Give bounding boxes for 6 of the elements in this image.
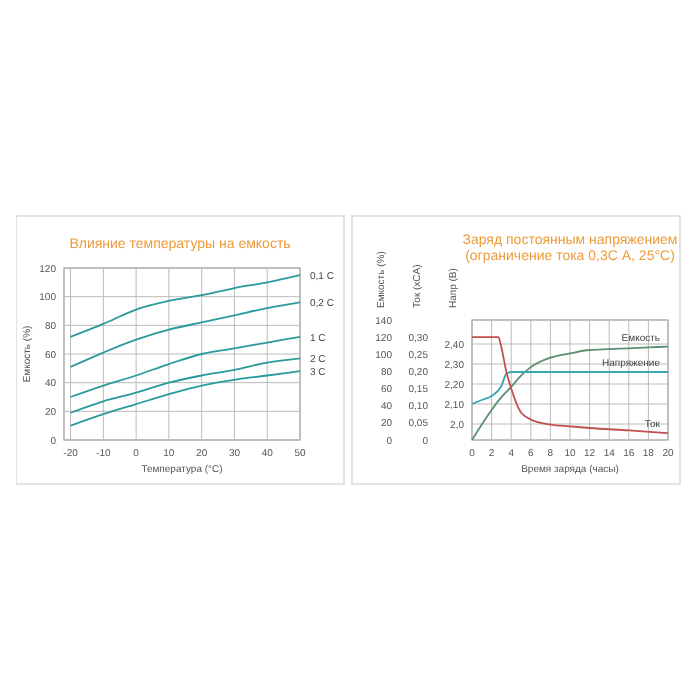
line-series [471,371,669,405]
line-series [69,357,301,414]
line-series [69,335,301,398]
line-series [69,274,301,338]
line-series [69,301,301,368]
line-series [69,370,301,427]
